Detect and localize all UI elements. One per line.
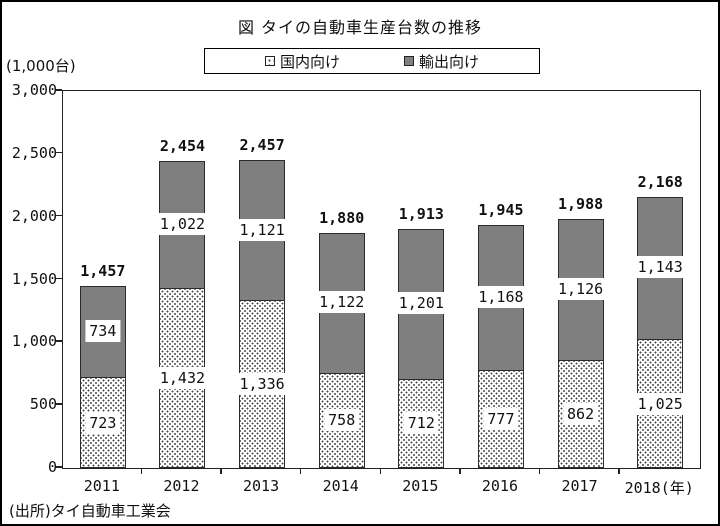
- y-tick-mark: [56, 151, 62, 154]
- legend-entry-domestic: 国内向け: [264, 51, 340, 72]
- export-color-swatch-icon: [403, 56, 414, 66]
- export-value-label: 1,122: [315, 291, 369, 314]
- total-value-label: 2,454: [159, 136, 206, 155]
- y-axis-tick-label: 1,000: [11, 332, 57, 351]
- x-axis-category-label: 2016: [481, 477, 518, 495]
- source-note: (出所)タイ自動車工業会: [9, 502, 171, 520]
- domestic-value-label: 1,025: [633, 392, 687, 415]
- y-axis-tick-label: 2,500: [11, 143, 57, 162]
- export-value-label: 734: [85, 320, 121, 343]
- domestic-value-label: 777: [483, 408, 519, 431]
- y-axis-tick-label: 1,500: [11, 269, 57, 288]
- legend: 国内向け 輸出向け: [204, 48, 540, 74]
- x-tick-mark: [299, 468, 302, 474]
- plot-area: 723 734 1,457 1,432 1,022 2,454 1,336 1,121 2,45…: [62, 90, 701, 469]
- y-tick-mark: [56, 466, 62, 468]
- export-value-label: 1,121: [235, 218, 289, 241]
- x-axis-category-label: 2015: [402, 477, 439, 495]
- domestic-value-label: 758: [324, 409, 360, 432]
- y-tick-mark: [56, 277, 62, 279]
- y-tick-mark: [56, 340, 62, 342]
- y-axis-unit-label: (1,000台): [6, 57, 76, 75]
- export-value-label: 1,168: [474, 285, 528, 308]
- x-tick-mark: [140, 468, 143, 474]
- export-value-label: 1,201: [394, 292, 448, 315]
- y-axis-tick-label: 3,000: [11, 81, 57, 99]
- x-tick-mark: [538, 468, 541, 474]
- export-value-label: 1,022: [155, 212, 210, 235]
- x-tick-mark: [459, 468, 461, 474]
- legend-domestic-label: 国内向け: [279, 52, 340, 71]
- export-value-label: 1,126: [553, 277, 608, 300]
- domestic-value-label: 1,432: [155, 367, 210, 390]
- domestic-pattern-swatch-icon: [264, 56, 275, 66]
- x-axis-category-label: 2011: [83, 477, 120, 495]
- domestic-value-label: 723: [85, 411, 121, 434]
- domestic-value-label: 862: [563, 402, 599, 425]
- total-value-label: 2,168: [637, 172, 683, 191]
- y-axis-tick-label: 0: [47, 458, 57, 476]
- domestic-value-label: 712: [403, 412, 439, 435]
- x-axis-category-label: 2018(年): [624, 479, 694, 497]
- x-tick-mark: [220, 468, 222, 474]
- total-value-label: 1,913: [398, 204, 444, 223]
- chart-title: 図 タイの自動車生産台数の推移: [237, 18, 483, 37]
- x-axis-category-label: 2017: [561, 477, 598, 495]
- legend-entry-export: 輸出向け: [403, 51, 479, 72]
- x-axis-category-label: 2012: [163, 477, 200, 495]
- y-axis-tick-label: 500: [29, 395, 57, 414]
- x-axis-category-label: 2014: [322, 477, 359, 495]
- total-value-label: 1,988: [557, 195, 604, 214]
- total-value-label: 1,945: [478, 200, 524, 219]
- total-value-label: 1,880: [319, 208, 365, 227]
- y-tick-mark: [56, 214, 62, 217]
- y-tick-mark: [56, 89, 62, 91]
- domestic-value-label: 1,336: [235, 373, 289, 396]
- x-tick-mark: [618, 468, 620, 474]
- y-tick-mark: [56, 403, 62, 405]
- legend-export-label: 輸出向け: [418, 52, 479, 71]
- y-axis-tick-label: 2,000: [11, 206, 57, 225]
- export-value-label: 1,143: [633, 256, 687, 279]
- x-axis-category-label: 2013: [243, 477, 280, 495]
- total-value-label: 1,457: [80, 261, 126, 280]
- x-tick-mark: [379, 468, 381, 474]
- total-value-label: 2,457: [239, 136, 285, 155]
